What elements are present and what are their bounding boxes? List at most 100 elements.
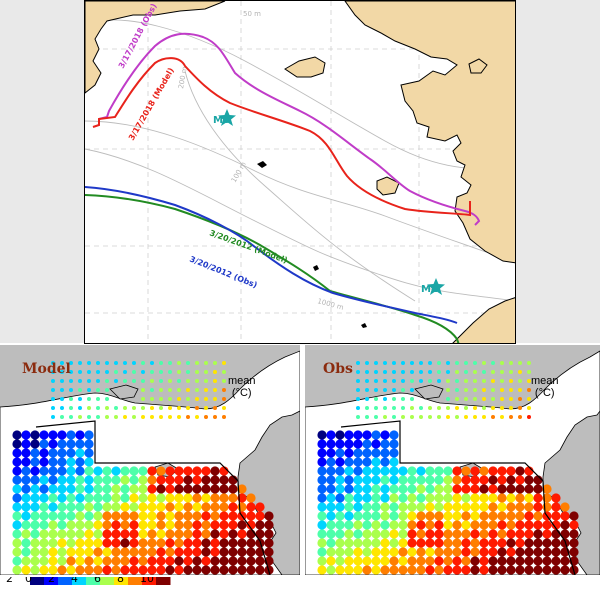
temperature-dot — [392, 388, 396, 392]
colorbar-tick-label: 2 — [48, 577, 55, 585]
temperature-dot — [419, 379, 423, 383]
temperature-dot — [39, 556, 49, 566]
temperature-dot — [335, 547, 345, 557]
temperature-dot — [210, 565, 220, 575]
domain-boundary — [340, 420, 576, 575]
temperature-dot — [419, 361, 423, 365]
temperature-dot — [479, 475, 489, 485]
temperature-dot — [371, 484, 381, 494]
temperature-dot — [488, 466, 498, 476]
temperature-dot — [222, 370, 226, 374]
temperature-dot — [195, 361, 199, 365]
temperature-dot — [488, 484, 498, 494]
temperature-dot — [30, 457, 40, 467]
temperature-dot — [524, 556, 534, 566]
temperature-dot — [506, 475, 516, 485]
temperature-dot — [488, 538, 498, 548]
island-large — [284, 56, 326, 78]
temperature-dot — [497, 493, 507, 503]
temperature-dot — [533, 556, 543, 566]
temperature-dot — [57, 493, 67, 503]
temperature-dot — [213, 370, 217, 374]
temperature-dot — [473, 361, 477, 365]
temperature-dot — [452, 484, 462, 494]
temperature-dot — [228, 484, 238, 494]
temperature-dot — [120, 565, 130, 575]
temperature-dot — [51, 370, 55, 374]
temperature-dot — [75, 430, 85, 440]
temperature-dot — [168, 406, 172, 410]
temperature-dot — [497, 502, 507, 512]
temperature-dot — [105, 406, 109, 410]
temperature-dot — [228, 556, 238, 566]
temperature-dot — [165, 484, 175, 494]
temperature-dot — [183, 493, 193, 503]
temperature-dot — [398, 520, 408, 530]
temperature-dot — [416, 547, 426, 557]
temperature-dot — [452, 547, 462, 557]
temperature-dot — [78, 415, 82, 419]
temperature-dot — [57, 511, 67, 521]
temperature-dot — [380, 502, 390, 512]
temperature-dot — [114, 415, 118, 419]
temperature-dot — [147, 484, 157, 494]
temperature-dot — [183, 529, 193, 539]
temperature-dot — [344, 493, 354, 503]
temperature-dot — [461, 484, 471, 494]
temperature-dot — [84, 565, 94, 575]
temperature-dot — [12, 475, 22, 485]
temperature-dot — [255, 529, 265, 539]
temperature-dot — [192, 520, 202, 530]
temperature-dot — [509, 370, 513, 374]
temperature-dot — [213, 397, 217, 401]
temperature-dot — [222, 361, 226, 365]
model-map-svg — [0, 350, 300, 575]
temperature-dot — [419, 415, 423, 419]
temperature-dot — [87, 415, 91, 419]
temperature-dot — [398, 538, 408, 548]
temperature-dot — [51, 379, 55, 383]
panel-title: Obs — [323, 361, 353, 377]
temperature-dot — [78, 370, 82, 374]
temperature-dot — [141, 379, 145, 383]
temperature-dot — [219, 529, 229, 539]
temperature-dot — [138, 502, 148, 512]
temperature-dot — [425, 529, 435, 539]
temperature-dot — [195, 379, 199, 383]
temperature-dot — [452, 538, 462, 548]
temperature-dot — [398, 547, 408, 557]
temperature-dot — [524, 538, 534, 548]
temperature-dot — [479, 547, 489, 557]
temperature-dot — [21, 520, 31, 530]
temperature-dot — [87, 370, 91, 374]
temperature-dot — [264, 511, 274, 521]
temperature-dot — [57, 529, 67, 539]
temperature-dot — [39, 493, 49, 503]
temperature-dot — [84, 502, 94, 512]
temperature-dot — [461, 493, 471, 503]
temperature-dot — [425, 466, 435, 476]
temperature-dot — [353, 448, 363, 458]
temperature-dot — [371, 529, 381, 539]
temperature-dot — [57, 538, 67, 548]
temperature-dot — [335, 538, 345, 548]
temperature-dot — [389, 565, 399, 575]
temperature-dot — [93, 529, 103, 539]
temperature-dot — [533, 547, 543, 557]
temperature-dot — [461, 502, 471, 512]
temperature-dot — [159, 415, 163, 419]
temperature-dot — [446, 406, 450, 410]
temperature-dot — [371, 565, 381, 575]
temperature-dot — [491, 388, 495, 392]
temperature-dot — [506, 502, 516, 512]
temperature-dot — [138, 529, 148, 539]
temperature-dot — [141, 388, 145, 392]
temperature-dot — [138, 547, 148, 557]
temperature-dot — [87, 388, 91, 392]
unit-text: (°C) — [231, 387, 252, 399]
land-southeast-peninsula — [452, 297, 515, 343]
temperature-dot — [569, 511, 579, 521]
temperature-dot — [168, 415, 172, 419]
temperature-dot — [228, 529, 238, 539]
temperature-dot — [515, 466, 525, 476]
